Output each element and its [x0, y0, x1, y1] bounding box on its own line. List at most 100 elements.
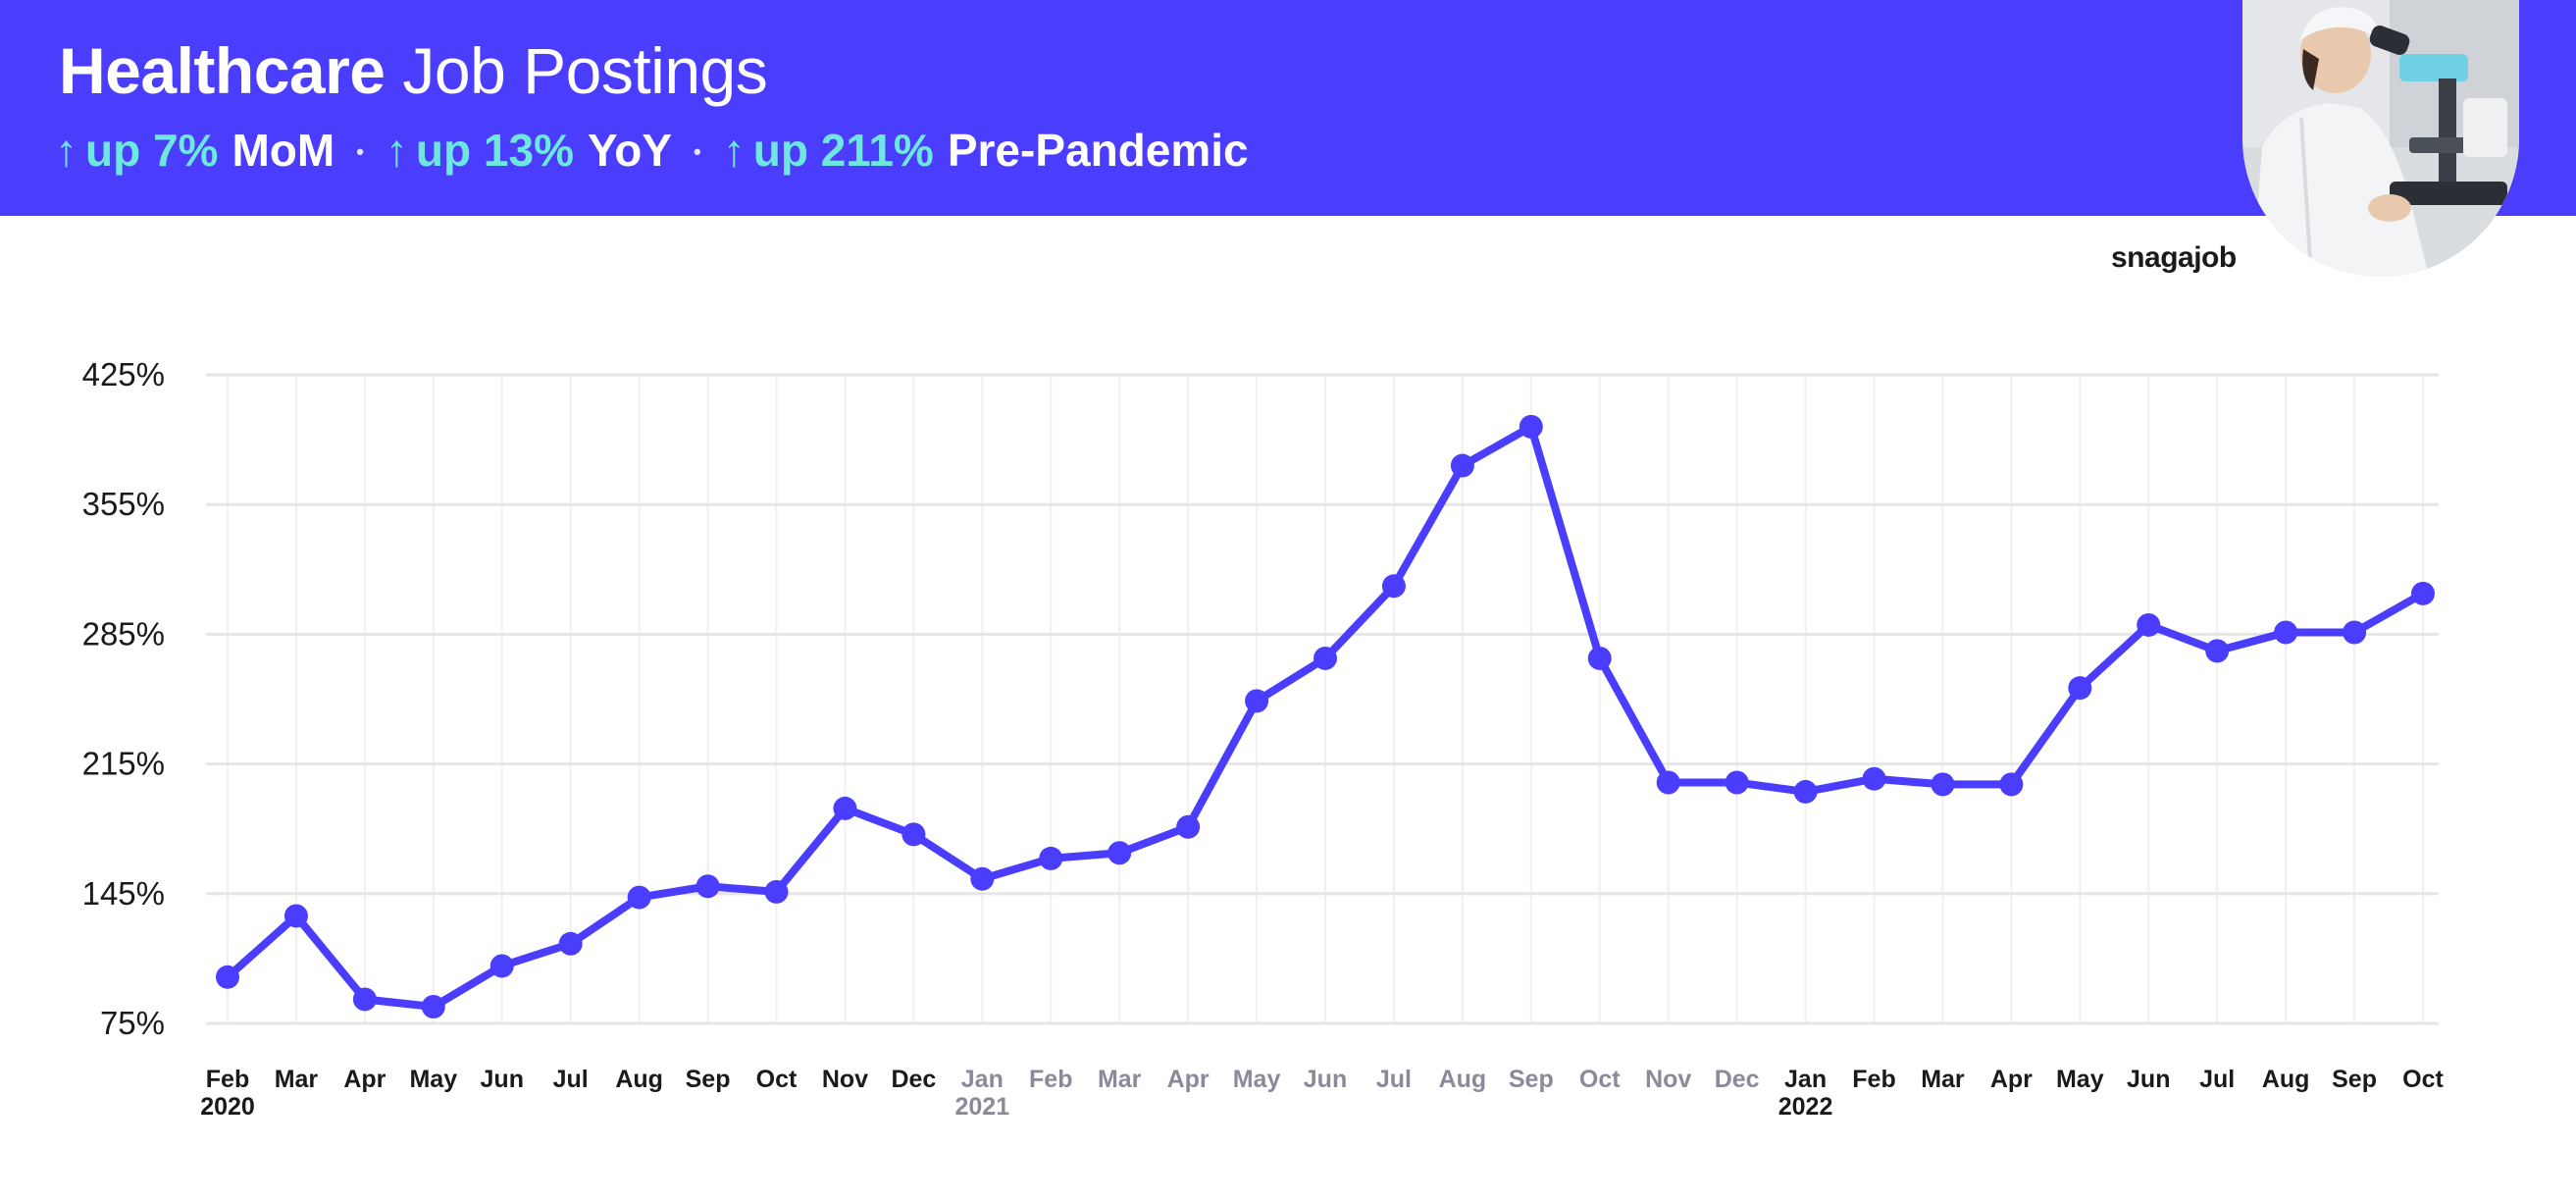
y-tick-label: 215%	[82, 746, 165, 782]
horizontal-gridlines	[206, 373, 2439, 1025]
data-point	[1587, 646, 1612, 670]
x-tick-label: May	[2056, 1066, 2104, 1093]
x-tick-label: Jan	[961, 1066, 1004, 1093]
data-point	[1314, 646, 1337, 670]
data-point	[216, 965, 239, 989]
data-point	[1725, 770, 1749, 795]
data-point	[902, 822, 926, 847]
data-point	[764, 879, 789, 904]
y-tick-label: 355%	[82, 486, 165, 522]
x-tick-label: Jun	[2127, 1066, 2170, 1093]
data-point	[1656, 770, 1680, 795]
x-tick-year-label: 2020	[200, 1093, 255, 1121]
y-tick-label: 145%	[82, 875, 165, 912]
x-tick-label: Mar	[275, 1066, 319, 1093]
data-point	[352, 987, 377, 1012]
x-tick-label: Apr	[1990, 1066, 2033, 1093]
data-point	[833, 796, 857, 820]
stat-pre-pandemic-highlight: up 211%	[752, 125, 934, 176]
up-arrow-icon: ↑	[722, 125, 746, 176]
lab-technician-photo	[2242, 0, 2519, 277]
x-tick-label: Jan	[1784, 1066, 1827, 1093]
x-tick-label: Nov	[1645, 1066, 1691, 1093]
x-tick-label: May	[1233, 1066, 1281, 1093]
separator-dot: •	[356, 139, 364, 164]
x-tick-label: Oct	[1579, 1066, 1621, 1093]
data-point	[1793, 779, 1818, 804]
x-tick-label: Jun	[481, 1066, 524, 1093]
x-tick-label: Mar	[1921, 1066, 1965, 1093]
stat-yoy: ↑ up 13% YoY	[386, 124, 672, 177]
x-tick-label: Feb	[1852, 1066, 1895, 1093]
data-point	[2068, 676, 2092, 701]
data-point	[2343, 620, 2367, 645]
title-bold: Healthcare	[59, 34, 386, 107]
page-title: Healthcare Job Postings	[59, 33, 768, 108]
y-tick-label: 425%	[82, 356, 165, 392]
y-axis-tick-labels: 425% 355% 285% 215% 145% 75%	[82, 356, 165, 1041]
data-point	[2274, 620, 2298, 645]
data-point	[1108, 841, 1132, 865]
data-point	[2137, 612, 2161, 637]
x-tick-label: Apr	[343, 1066, 386, 1093]
vertical-gridlines	[227, 375, 2424, 1023]
title-rest: Job Postings	[402, 34, 768, 107]
x-tick-label: Nov	[822, 1066, 868, 1093]
data-point	[627, 885, 651, 910]
data-point	[970, 866, 995, 891]
x-tick-label: Jun	[1304, 1066, 1347, 1093]
x-tick-label: Feb	[1029, 1066, 1072, 1093]
stat-pre-pandemic: ↑ up 211% Pre-Pandemic	[723, 124, 1249, 177]
stat-pre-pandemic-label: Pre-Pandemic	[947, 125, 1249, 176]
separator-dot: •	[694, 139, 701, 164]
y-tick-label: 285%	[82, 615, 165, 652]
x-tick-label: Aug	[1439, 1066, 1487, 1093]
y-tick-label: 75%	[100, 1005, 165, 1041]
data-point	[421, 995, 445, 1019]
series-postings	[216, 414, 2435, 1019]
data-point	[1176, 814, 1201, 839]
up-arrow-icon: ↑	[385, 125, 408, 176]
header-banner	[0, 0, 2576, 216]
x-tick-label: Aug	[2262, 1066, 2310, 1093]
stat-yoy-highlight: up 13%	[415, 125, 574, 176]
data-point	[2411, 581, 2435, 605]
snagajob-logo: snagajob	[2111, 241, 2237, 274]
x-tick-label: Sep	[2332, 1066, 2377, 1093]
data-point	[2205, 639, 2230, 663]
x-tick-label: Jul	[2199, 1066, 2235, 1093]
up-arrow-icon: ↑	[55, 125, 77, 176]
x-tick-label: Aug	[615, 1066, 663, 1093]
stat-mom-label: MoM	[232, 125, 335, 176]
stats-row: ↑ up 7% MoM • ↑ up 13% YoY • ↑ up 211% P…	[55, 124, 1249, 177]
data-point	[489, 954, 514, 978]
x-tick-label: Mar	[1098, 1066, 1142, 1093]
data-point	[283, 904, 308, 928]
stat-yoy-label: YoY	[587, 125, 673, 176]
x-tick-label: May	[409, 1066, 457, 1093]
x-tick-label: Sep	[686, 1066, 731, 1093]
data-point	[1999, 772, 2024, 797]
data-point	[1245, 689, 1269, 713]
data-point	[1519, 414, 1543, 439]
x-tick-label: Oct	[756, 1066, 798, 1093]
stat-mom-highlight: up 7%	[85, 125, 219, 176]
data-point	[696, 874, 720, 899]
x-tick-year-label: 2022	[1778, 1093, 1833, 1121]
x-tick-label: Feb	[206, 1066, 249, 1093]
data-point	[558, 931, 583, 956]
stat-mom: ↑ up 7% MoM	[55, 124, 335, 177]
data-point	[1931, 772, 1955, 797]
data-point	[1381, 574, 1406, 599]
x-tick-label: Dec	[891, 1066, 936, 1093]
x-tick-label: Sep	[1509, 1066, 1554, 1093]
x-tick-label: Apr	[1167, 1066, 1210, 1093]
x-tick-label: Jul	[553, 1066, 589, 1093]
data-point	[1450, 453, 1474, 478]
data-point	[1039, 846, 1063, 870]
data-point	[1862, 766, 1886, 791]
x-tick-label: Jul	[1376, 1066, 1412, 1093]
x-tick-label: Dec	[1715, 1066, 1760, 1093]
x-tick-label: Oct	[2402, 1066, 2444, 1093]
